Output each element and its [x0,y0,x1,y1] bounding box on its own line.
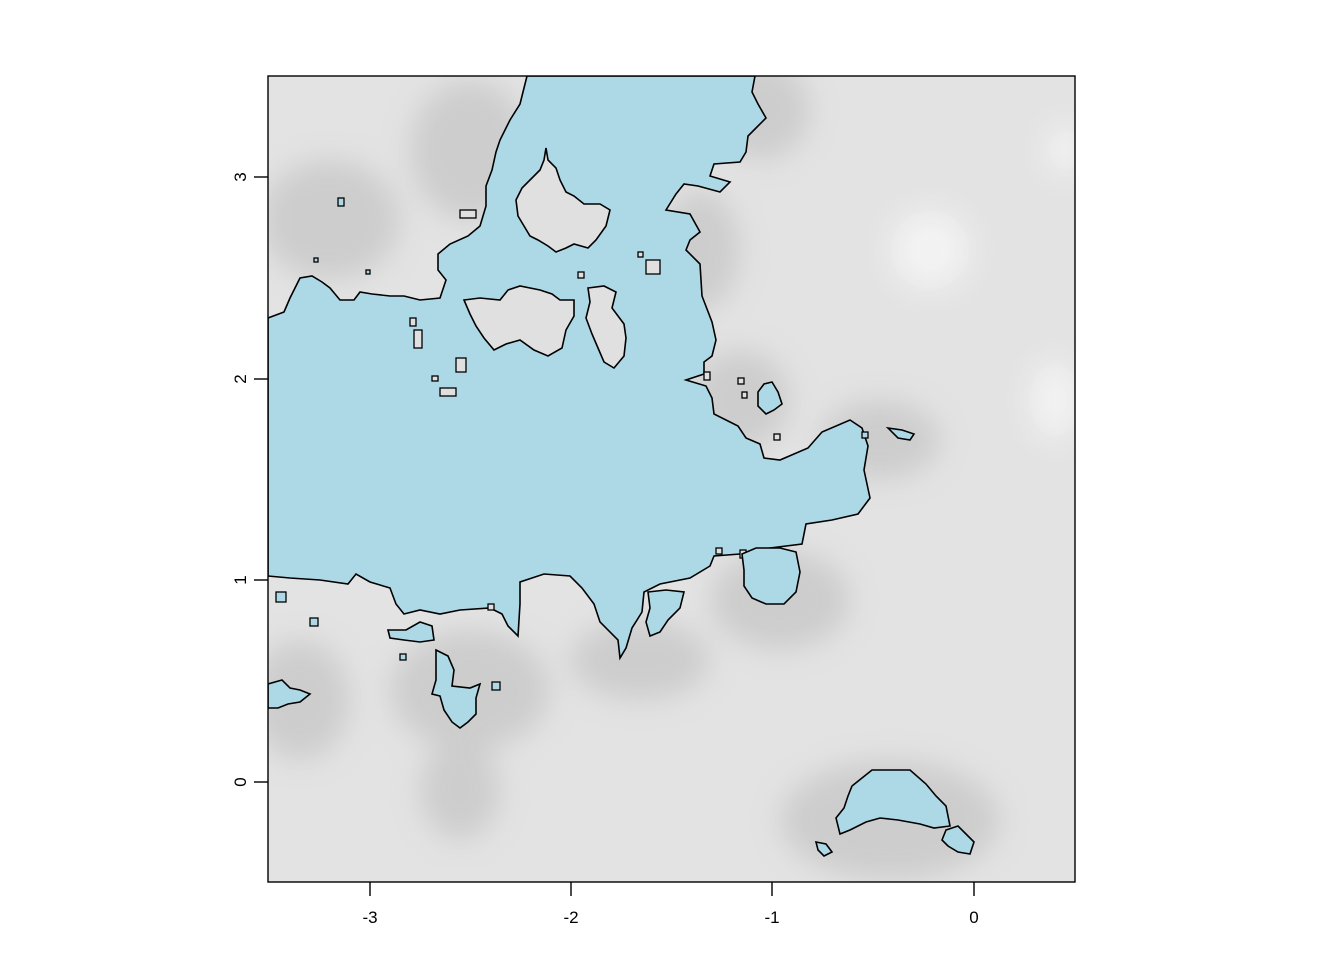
highlight-shading [890,125,1075,440]
island-central-east [585,285,627,370]
y-tick-label: 3 [231,172,250,181]
x-tick-label: -3 [362,908,377,927]
tiny-lakes [275,197,869,691]
lake-southeast-tiny [814,840,834,857]
lake-east-inlet [757,381,783,415]
x-tick-label: 0 [969,908,978,927]
lake-west-edge [268,679,312,709]
plot-frame [267,75,1076,883]
lake-southeast-small [941,825,975,855]
land-specks [409,209,781,611]
lake-south-west [431,648,482,729]
lake-south-west-arm [386,621,435,643]
lake-southeast [835,769,951,836]
y-tick-label: 0 [231,777,250,786]
map-panel [268,76,1075,882]
x-axis [369,882,975,896]
main-water-body [268,76,871,661]
lake-south-inlet [645,589,685,638]
y-axis [254,176,268,783]
x-tick-label: -2 [563,908,578,927]
island-north [515,147,611,253]
x-tick-label: -1 [764,908,779,927]
island-central [462,285,575,357]
lake-east-small [885,426,916,441]
lake-south-central [741,547,801,605]
y-tick-label: 2 [231,374,250,383]
y-tick-label: 1 [231,575,250,584]
